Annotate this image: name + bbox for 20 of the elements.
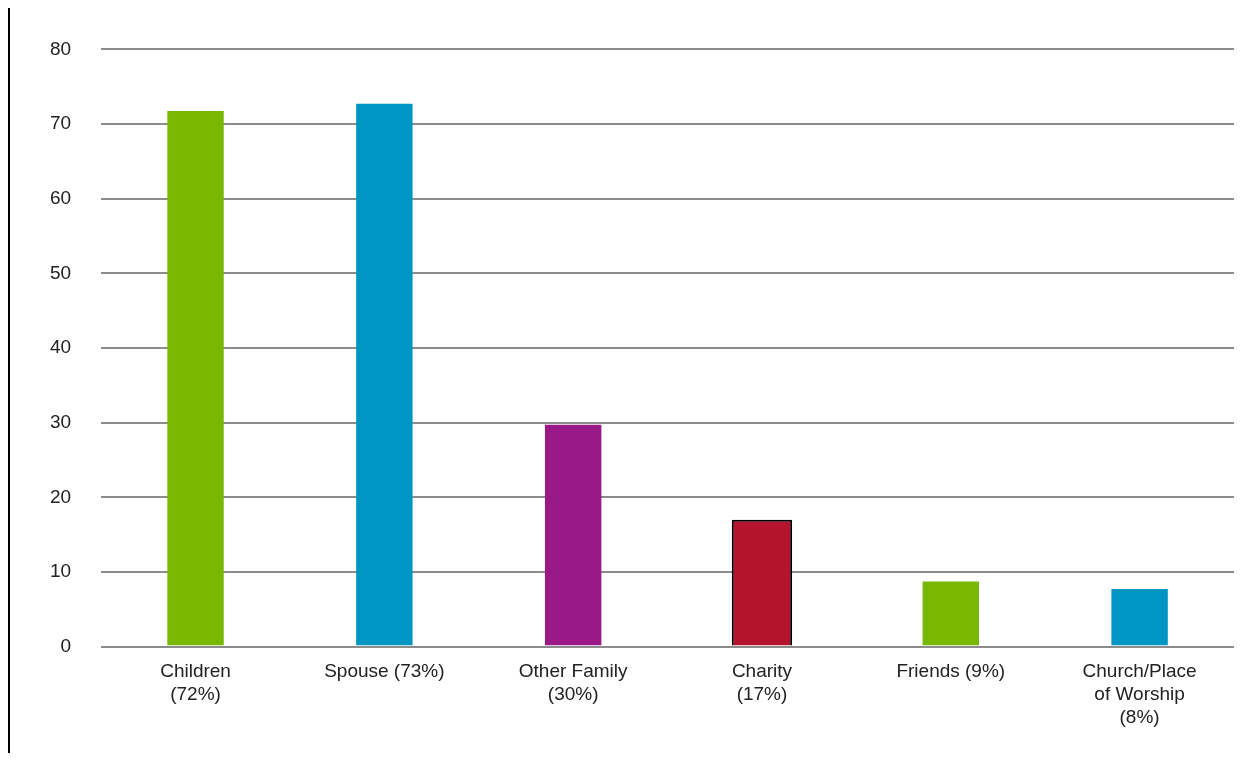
x-tick-label: Other Family (30%) bbox=[518, 660, 629, 705]
y-tick-label: 60 bbox=[49, 186, 72, 208]
x-tick-label: Charity (17%) bbox=[731, 660, 793, 705]
y-tick-label: 50 bbox=[49, 261, 72, 283]
x-tick-label: Children (72%) bbox=[160, 660, 231, 705]
y-tick-label: 30 bbox=[49, 410, 72, 432]
y-tick-label: 0 bbox=[60, 634, 72, 656]
y-tick-label: 70 bbox=[49, 112, 72, 134]
bar bbox=[167, 111, 224, 646]
bar bbox=[544, 424, 602, 646]
bar bbox=[1111, 588, 1168, 646]
y-tick-label: 40 bbox=[49, 336, 72, 358]
y-tick-label: 80 bbox=[49, 37, 72, 59]
x-tick-label: Spouse (73%) bbox=[324, 660, 445, 682]
y-tick-label: 20 bbox=[49, 485, 72, 507]
x-tick-label: Friends (9%) bbox=[896, 660, 1006, 682]
y-tick-label: 10 bbox=[49, 560, 72, 582]
x-tick-label: Church/Place of Worship (8%) bbox=[1082, 660, 1197, 727]
bar bbox=[922, 581, 979, 646]
bar bbox=[356, 103, 413, 646]
